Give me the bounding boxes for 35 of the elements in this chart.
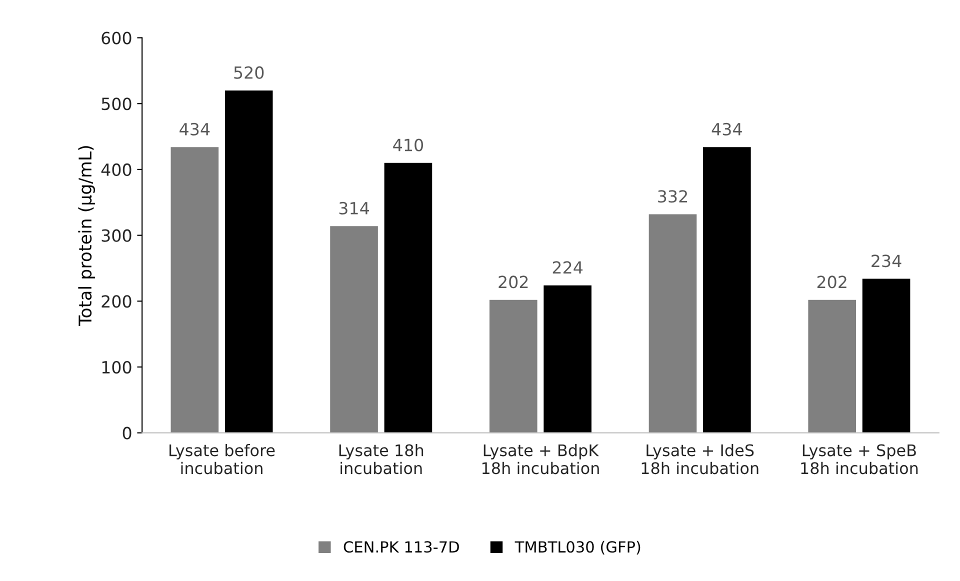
x-tick-label: Lysate + IdeS 18h incubation	[642, 444, 758, 474]
data-label: 224	[552, 261, 583, 274]
data-label: 332	[658, 190, 687, 203]
y-tick-label: 100	[102, 360, 132, 374]
bar	[384, 162, 432, 433]
y-tick-label: 300	[102, 229, 132, 242]
data-label: 234	[872, 254, 902, 268]
bar	[170, 147, 219, 433]
bar	[862, 278, 910, 433]
bar	[489, 300, 538, 433]
data-label: 202	[817, 276, 846, 288]
data-label: 434	[712, 122, 742, 136]
y-tick-label: 0	[122, 426, 132, 440]
y-tick-label: 500	[102, 98, 132, 110]
data-label: 520	[234, 66, 264, 79]
bar	[703, 147, 751, 433]
y-axis-title: Total protein (µg/mL)	[78, 146, 95, 326]
legend-label: TMBTL030 (GFP)	[514, 540, 640, 554]
bar	[808, 300, 856, 433]
x-tick-label: Lysate before incubation	[170, 444, 275, 474]
bar	[224, 90, 273, 433]
y-tick-label: 400	[101, 163, 132, 176]
bar	[330, 226, 378, 433]
legend-label: CEN.PK 113-7D	[344, 541, 459, 553]
data-label: 410	[393, 138, 424, 152]
data-label: 314	[339, 202, 369, 215]
data-label: 202	[498, 276, 528, 288]
x-tick-label: Lysate 18h incubation	[339, 444, 424, 474]
y-tick-label: 200	[102, 295, 132, 308]
x-tick-label: Lysate + SpeB 18h incubation	[801, 444, 918, 474]
data-label: 434	[180, 122, 210, 136]
bar	[648, 214, 697, 433]
y-tick-label: 600	[102, 32, 132, 44]
x-tick-label: Lysate + BdpK 18h incubation	[482, 444, 599, 474]
bar	[544, 285, 592, 433]
